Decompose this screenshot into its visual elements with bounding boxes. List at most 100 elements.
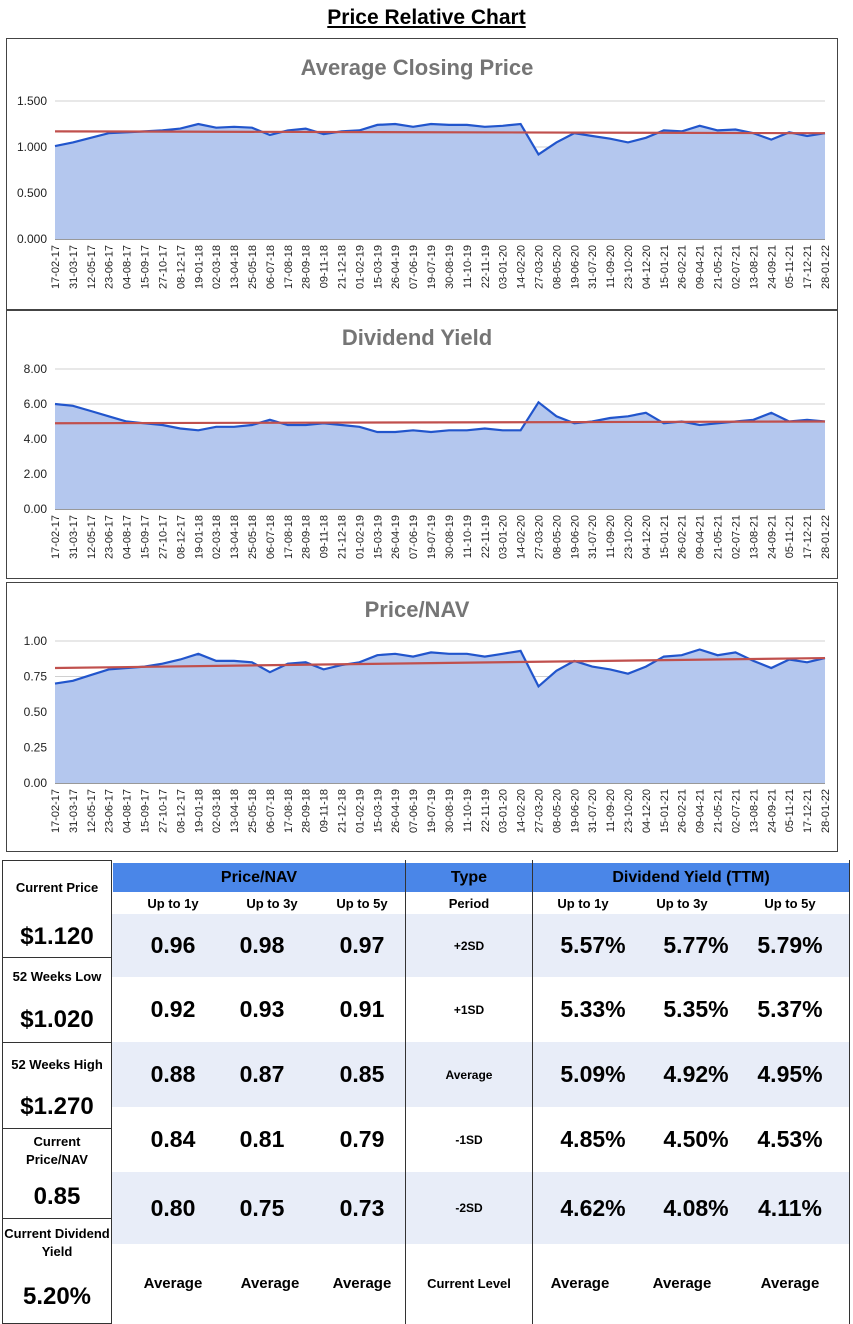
- x-tick-label: 13-08-21: [748, 245, 760, 289]
- valuation-table: Price/NAV Type Dividend Yield (TTM) Up t…: [0, 860, 853, 1324]
- x-tick-label: 13-04-18: [229, 789, 241, 833]
- x-tick-label: 27-10-17: [157, 789, 169, 833]
- pnav-5y-value: 0.79: [339, 1126, 385, 1152]
- x-tick-label: 21-05-21: [713, 789, 725, 833]
- x-tick-label: 09-11-18: [319, 515, 331, 558]
- dy-5y-value: 4.53%: [757, 1126, 823, 1152]
- pnav-header: Price/NAV: [113, 863, 405, 892]
- x-tick-label: 09-04-21: [695, 245, 707, 289]
- x-tick-label: 23-10-20: [623, 515, 635, 559]
- period-type: -1SD: [455, 1132, 483, 1147]
- pnav-5y-value: 0.85: [339, 1061, 385, 1087]
- footer-dy-5y: Average: [760, 1274, 820, 1292]
- current-dy-box: Current Dividend Yield 5.20%: [2, 1219, 112, 1324]
- x-tick-label: 06-07-18: [265, 245, 277, 289]
- y-tick-label: 0.500: [17, 186, 47, 200]
- x-tick-label: 31-03-17: [68, 515, 80, 559]
- series-line: [54, 122, 826, 156]
- x-tick-label: 19-06-20: [569, 789, 581, 833]
- average-line: [54, 656, 826, 670]
- x-tick-label: 30-08-19: [444, 789, 456, 833]
- x-tick-label: 19-06-20: [569, 245, 581, 289]
- x-tick-label: 08-05-20: [551, 245, 563, 289]
- x-tick-label: 17-08-18: [283, 515, 295, 559]
- x-tick-label: 15-09-17: [140, 789, 152, 833]
- x-tick-label: 11-10-19: [462, 245, 474, 288]
- dy-3y-value: 4.92%: [663, 1061, 729, 1087]
- x-tick-label: 24-09-21: [766, 245, 778, 289]
- x-tick-label: 02-07-21: [730, 245, 742, 289]
- page-title: Price Relative Chart: [327, 6, 526, 29]
- period-type: +1SD: [453, 1002, 485, 1017]
- dy-3y-value: 4.50%: [663, 1126, 729, 1152]
- chart-title: Price/NAV: [365, 597, 470, 622]
- dy-1y-value: 4.62%: [560, 1194, 626, 1221]
- low-52w-value: $1.020: [20, 1006, 94, 1033]
- y-tick-label: 1.500: [17, 94, 47, 108]
- x-tick-label: 04-12-20: [641, 245, 653, 289]
- chart-title: Dividend Yield: [342, 325, 492, 350]
- x-tick-label: 05-11-21: [784, 789, 796, 832]
- x-tick-label: 19-07-19: [426, 245, 438, 289]
- x-tick-label: 26-04-19: [390, 245, 402, 289]
- series-line: [54, 648, 826, 689]
- x-tick-label: 28-01-22: [820, 789, 832, 833]
- x-tick-label: 04-08-17: [122, 515, 134, 559]
- x-tick-label: 08-12-17: [175, 789, 187, 833]
- x-tick-label: 27-03-20: [533, 245, 545, 289]
- y-tick-label: 6.00: [24, 397, 48, 411]
- low-52w-box: 52 Weeks Low $1.020: [2, 958, 112, 1043]
- x-tick-label: 07-06-19: [408, 515, 420, 559]
- x-tick-label: 19-01-18: [193, 789, 205, 833]
- x-tick-label: 15-01-21: [659, 245, 671, 289]
- x-tick-label: 09-11-18: [319, 245, 331, 288]
- x-tick-label: 28-01-22: [820, 515, 832, 559]
- x-tick-label: 23-10-20: [623, 245, 635, 289]
- pnav-3y-value: 0.93: [239, 996, 285, 1022]
- x-tick-label: 15-01-21: [659, 515, 671, 559]
- x-tick-label: 11-09-20: [605, 515, 617, 558]
- x-tick-label: 24-09-21: [766, 515, 778, 559]
- x-tick-label: 02-03-18: [211, 245, 223, 289]
- period-type: Average: [445, 1067, 493, 1082]
- x-tick-label: 12-05-17: [86, 515, 98, 559]
- x-tick-label: 21-12-18: [337, 245, 349, 289]
- dy-1y-value: 5.33%: [560, 996, 626, 1022]
- x-tick-label: 11-10-19: [462, 515, 474, 558]
- average-closing-price-chart: Average Closing Price 0.000 0.500 1.000 1.50…: [6, 38, 838, 310]
- x-tick-label: 19-01-18: [193, 515, 205, 559]
- x-tick-label: 28-09-18: [301, 245, 313, 289]
- current-dy-value: 5.20%: [22, 1283, 92, 1310]
- x-tick-label: 26-02-21: [677, 245, 689, 289]
- pnav-3y-value: 0.98: [239, 932, 285, 958]
- x-tick-label: 11-09-20: [605, 245, 617, 288]
- x-tick-label: 17-08-18: [283, 789, 295, 833]
- x-tick-label: 14-02-20: [516, 245, 528, 289]
- x-tick-label: 07-06-19: [408, 245, 420, 289]
- pnav-1y-value: 0.96: [150, 932, 196, 958]
- sub-dy-1y: Up to 1y: [557, 895, 609, 911]
- x-tick-label: 28-09-18: [301, 789, 313, 833]
- x-tick-label: 21-05-21: [713, 515, 725, 559]
- x-tick-label: 04-08-17: [122, 789, 134, 833]
- x-tick-label: 03-01-20: [498, 515, 510, 559]
- dy-5y-value: 4.11%: [758, 1194, 822, 1221]
- x-tick-label: 13-08-21: [748, 789, 760, 833]
- x-tick-label: 27-03-20: [533, 789, 545, 833]
- x-tick-label: 01-02-19: [354, 789, 366, 833]
- x-tick-label: 02-03-18: [211, 515, 223, 559]
- x-tick-label: 13-04-18: [229, 515, 241, 559]
- x-tick-label: 31-07-20: [587, 515, 599, 559]
- x-tick-label: 25-05-18: [247, 245, 259, 289]
- x-tick-label: 15-03-19: [372, 245, 384, 289]
- x-tick-label: 15-01-21: [659, 789, 671, 833]
- x-tick-label: 22-11-19: [480, 245, 492, 288]
- x-tick-label: 17-02-17: [50, 789, 62, 833]
- x-tick-label: 14-02-20: [516, 789, 528, 833]
- x-tick-label: 13-04-18: [229, 245, 241, 289]
- pnav-1y-value: 0.88: [150, 1061, 196, 1087]
- x-tick-label: 23-06-17: [104, 789, 116, 833]
- footer-pnav-3y: Average: [240, 1274, 300, 1292]
- y-tick-label: 4.00: [24, 432, 48, 446]
- x-tick-label: 31-03-17: [68, 245, 80, 289]
